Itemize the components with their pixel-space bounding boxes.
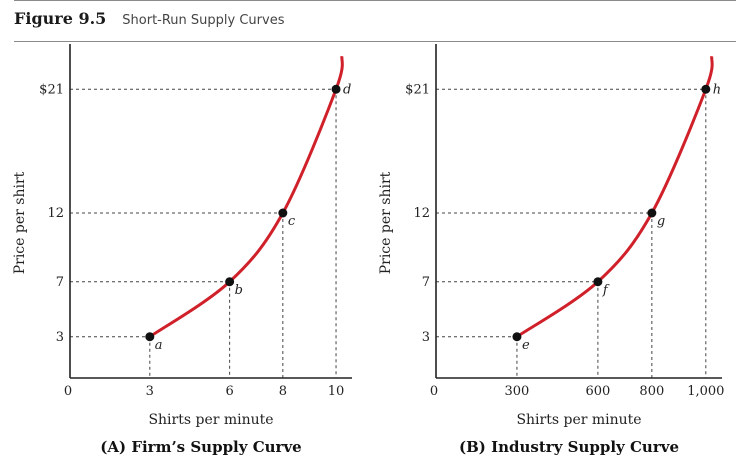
panel-title: (B) Industry Supply Curve <box>459 438 679 456</box>
point-label-h: h <box>713 82 721 97</box>
y-tick-label: $21 <box>39 82 64 97</box>
y-tick-label: 3 <box>422 330 430 345</box>
x-axis-title: Shirts per minute <box>148 412 273 428</box>
point-label-f: f <box>602 283 610 298</box>
point-label-a: a <box>155 338 163 353</box>
chart-panel-b: 3 7 12 $21 0 300 600 800 1,000 e f g h Shirts per min… <box>378 44 724 456</box>
panel-title: (A) Firm’s Supply Curve <box>100 438 301 456</box>
y-tick-label: 12 <box>47 206 64 221</box>
point-e <box>512 332 522 342</box>
y-axis-title: Price per shirt <box>378 171 394 274</box>
figure-header: Figure 9.5 Short-Run Supply Curves <box>14 9 284 39</box>
x-tick-label: 6 <box>225 384 233 399</box>
point-label-d: d <box>343 82 351 97</box>
chart-panel-a: 3 7 12 $21 0 3 6 8 10 a b c d Shirts per minute Price … <box>12 44 352 456</box>
x-tick-label: 10 <box>328 384 345 399</box>
point-c <box>278 208 288 218</box>
point-label-b: b <box>235 283 243 298</box>
x-tick-label: 0 <box>430 384 438 399</box>
point-f <box>593 277 603 287</box>
figure-title: Short-Run Supply Curves <box>122 13 285 28</box>
x-tick-label: 800 <box>639 384 664 399</box>
supply-curve <box>516 55 714 338</box>
x-tick-label: 3 <box>146 384 154 399</box>
supply-curve <box>148 55 344 338</box>
point-d <box>331 84 341 94</box>
y-tick-label: 12 <box>413 206 430 221</box>
y-tick-label: $21 <box>405 82 430 97</box>
y-tick-label: 7 <box>56 275 64 290</box>
figure-label: Figure 9.5 <box>14 9 107 28</box>
x-tick-label: 1,000 <box>687 384 724 399</box>
y-tick-label: 3 <box>56 330 64 345</box>
point-label-g: g <box>657 214 665 229</box>
point-label-c: c <box>288 214 296 229</box>
top-rule <box>14 0 736 1</box>
point-label-e: e <box>522 338 530 353</box>
x-tick-label: 600 <box>585 384 610 399</box>
header-rule <box>14 41 736 42</box>
point-g <box>647 208 657 218</box>
x-tick-label: 8 <box>279 384 287 399</box>
point-b <box>225 277 235 287</box>
x-tick-label: 300 <box>505 384 530 399</box>
point-h <box>701 84 711 94</box>
point-a <box>145 332 155 342</box>
x-axis-title: Shirts per minute <box>516 412 641 428</box>
y-tick-label: 7 <box>422 275 430 290</box>
x-tick-label: 0 <box>64 384 72 399</box>
y-axis-title: Price per shirt <box>12 171 28 274</box>
